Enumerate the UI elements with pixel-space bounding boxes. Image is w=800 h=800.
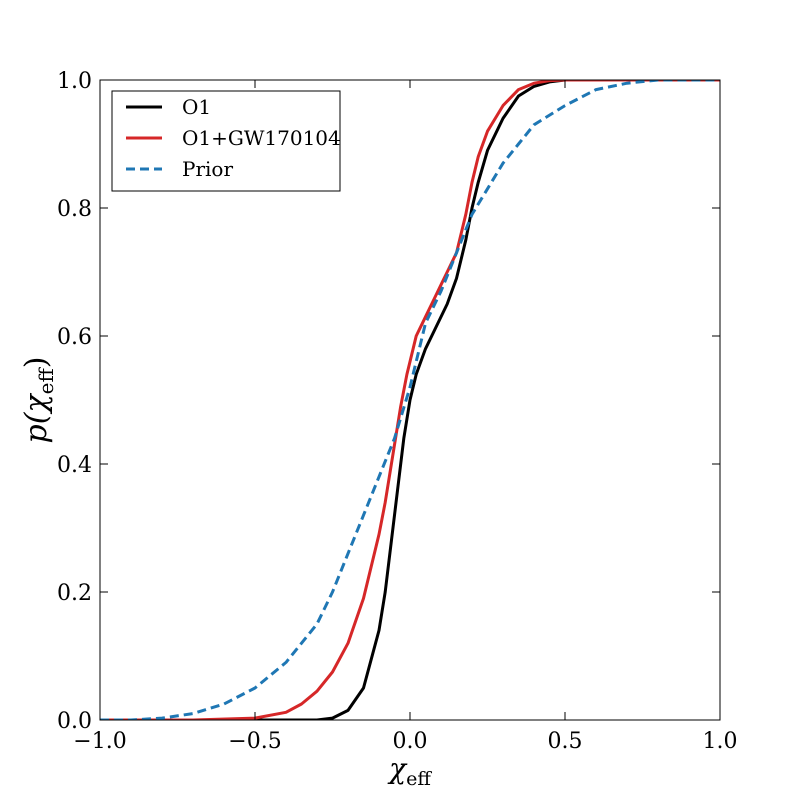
x-tick-label: −1.0 bbox=[73, 729, 126, 754]
y-axis-label-suffix: ) bbox=[19, 357, 54, 369]
x-tick-label: 0.0 bbox=[393, 729, 428, 754]
x-axis-label-symbol: χ bbox=[387, 752, 408, 785]
y-tick-label: 0.6 bbox=[57, 325, 92, 350]
y-axis-label-subscript: eff bbox=[34, 366, 58, 394]
legend-label-o1-gw170104: O1+GW170104 bbox=[182, 126, 341, 150]
legend-label-o1: O1 bbox=[182, 95, 211, 119]
series-line-o1-gw170104 bbox=[100, 80, 720, 720]
x-axis-label-subscript: eff bbox=[406, 768, 432, 790]
y-axis-label-symbol: χ bbox=[19, 393, 54, 415]
x-tick-label: 1.0 bbox=[703, 729, 738, 754]
y-tick-label: 0.8 bbox=[57, 197, 92, 222]
y-axis-label: p(χeff) bbox=[19, 357, 58, 444]
series-line-prior bbox=[100, 80, 720, 720]
y-tick-label: 0.0 bbox=[57, 709, 92, 734]
x-tick-label: −0.5 bbox=[228, 729, 281, 754]
legend-label-prior: Prior bbox=[182, 157, 233, 181]
y-tick-label: 0.4 bbox=[57, 453, 92, 478]
x-tick-label: 0.5 bbox=[548, 729, 583, 754]
y-tick-label: 0.2 bbox=[57, 581, 92, 606]
plot-area bbox=[100, 80, 720, 720]
y-axis-label-prefix: p( bbox=[19, 411, 54, 443]
x-axis-label: χeff bbox=[387, 752, 432, 790]
series-line-o1 bbox=[100, 80, 720, 720]
legend: O1 O1+GW170104 Prior bbox=[111, 90, 341, 192]
axes: −1.0 −0.5 0.0 0.5 1.00.00.20.40.60.81.0χeffp… bbox=[19, 69, 738, 790]
y-tick-label: 1.0 bbox=[57, 69, 92, 94]
